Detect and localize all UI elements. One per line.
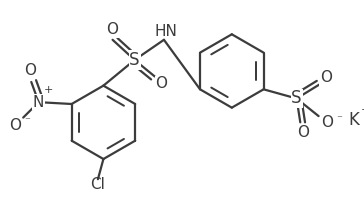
Text: O: O bbox=[297, 125, 309, 140]
Text: O: O bbox=[321, 115, 333, 130]
Text: S: S bbox=[291, 90, 302, 108]
Text: N: N bbox=[33, 95, 44, 110]
Text: HN: HN bbox=[154, 24, 177, 39]
Text: O: O bbox=[107, 22, 119, 37]
Text: O: O bbox=[155, 76, 167, 91]
Text: +: + bbox=[44, 85, 54, 95]
Text: O: O bbox=[320, 71, 332, 85]
Text: ⁻: ⁻ bbox=[336, 114, 342, 124]
Text: ⁻: ⁻ bbox=[25, 116, 31, 126]
Text: O: O bbox=[9, 118, 21, 133]
Text: S: S bbox=[129, 51, 140, 69]
Text: Cl: Cl bbox=[91, 177, 105, 192]
Text: K: K bbox=[348, 111, 359, 129]
Text: O: O bbox=[24, 64, 36, 78]
Text: +: + bbox=[360, 104, 364, 115]
